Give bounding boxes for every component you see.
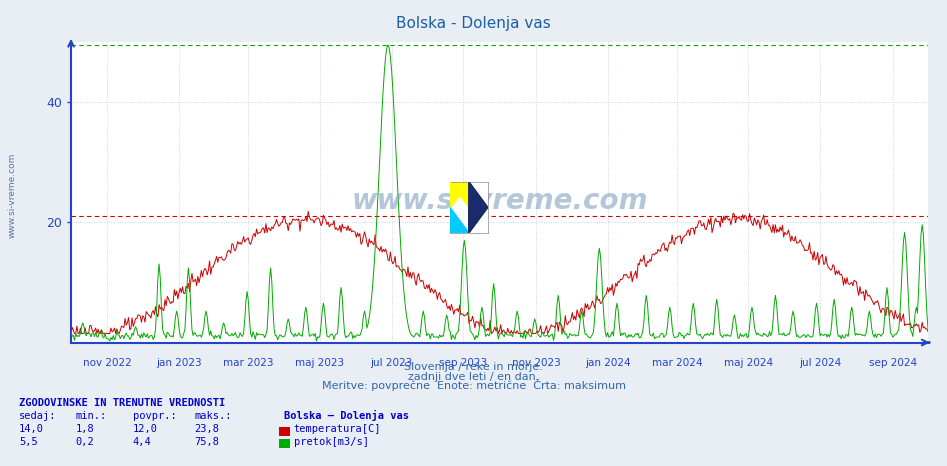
Text: www.si-vreme.com: www.si-vreme.com xyxy=(8,153,17,239)
Polygon shape xyxy=(469,182,488,233)
Text: ZGODOVINSKE IN TRENUTNE VREDNOSTI: ZGODOVINSKE IN TRENUTNE VREDNOSTI xyxy=(19,398,225,408)
Text: Bolska - Dolenja vas: Bolska - Dolenja vas xyxy=(396,16,551,31)
Text: 23,8: 23,8 xyxy=(194,425,219,434)
Text: jan 2024: jan 2024 xyxy=(584,357,631,368)
Text: sedaj:: sedaj: xyxy=(19,411,57,421)
Text: sep 2023: sep 2023 xyxy=(439,357,487,368)
Text: 5,5: 5,5 xyxy=(19,437,38,446)
Polygon shape xyxy=(450,182,469,207)
Text: 12,0: 12,0 xyxy=(133,425,157,434)
Text: maj 2024: maj 2024 xyxy=(724,357,773,368)
Polygon shape xyxy=(450,182,469,233)
Text: temperatura[C]: temperatura[C] xyxy=(294,425,381,434)
Text: zadnji dve leti / en dan.: zadnji dve leti / en dan. xyxy=(408,372,539,382)
Polygon shape xyxy=(450,207,469,233)
Text: 4,4: 4,4 xyxy=(133,437,152,446)
Polygon shape xyxy=(450,182,469,207)
Polygon shape xyxy=(450,207,469,233)
Text: 14,0: 14,0 xyxy=(19,425,44,434)
Text: Slovenija / reke in morje.: Slovenija / reke in morje. xyxy=(404,363,543,372)
Text: maj 2023: maj 2023 xyxy=(295,357,345,368)
Text: 1,8: 1,8 xyxy=(76,425,95,434)
Text: nov 2023: nov 2023 xyxy=(511,357,561,368)
Text: Bolska – Dolenja vas: Bolska – Dolenja vas xyxy=(284,411,409,421)
Text: povpr.:: povpr.: xyxy=(133,411,176,421)
Text: mar 2024: mar 2024 xyxy=(652,357,702,368)
Text: sep 2024: sep 2024 xyxy=(868,357,917,368)
Text: jan 2023: jan 2023 xyxy=(156,357,202,368)
Text: maks.:: maks.: xyxy=(194,411,232,421)
Text: pretok[m3/s]: pretok[m3/s] xyxy=(294,437,368,446)
Text: www.si-vreme.com: www.si-vreme.com xyxy=(351,187,648,215)
Text: jul 2023: jul 2023 xyxy=(370,357,413,368)
Text: min.:: min.: xyxy=(76,411,107,421)
Text: nov 2022: nov 2022 xyxy=(83,357,132,368)
Text: jul 2024: jul 2024 xyxy=(799,357,841,368)
Text: 0,2: 0,2 xyxy=(76,437,95,446)
Text: Meritve: povprečne  Enote: metrične  Črta: maksimum: Meritve: povprečne Enote: metrične Črta:… xyxy=(321,379,626,391)
Polygon shape xyxy=(469,182,488,233)
Text: mar 2023: mar 2023 xyxy=(223,357,274,368)
Text: 75,8: 75,8 xyxy=(194,437,219,446)
